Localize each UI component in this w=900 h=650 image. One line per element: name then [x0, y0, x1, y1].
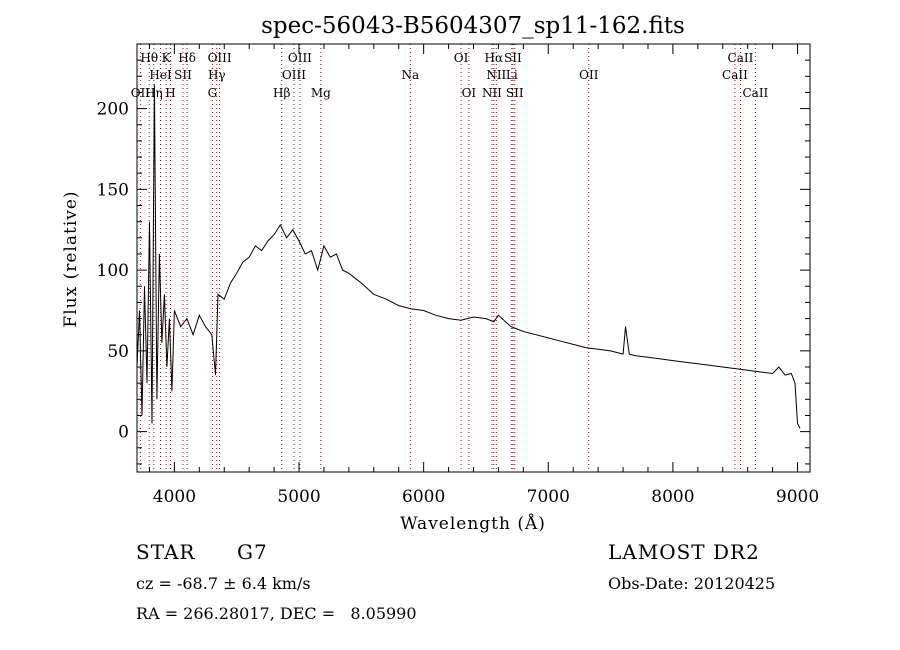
line-label-3: HeI	[149, 68, 172, 82]
line-label-26: CaII	[722, 68, 748, 82]
x-axis-label: Wavelength (Å)	[400, 513, 546, 534]
line-label-24: OII	[579, 68, 599, 82]
line-label-16: OI	[454, 51, 469, 65]
y-tick-label-200: 200	[97, 100, 129, 120]
line-label-27: CaII	[742, 86, 768, 100]
sky-coordinates: RA = 266.28017, DEC = 8.05990	[136, 604, 417, 623]
line-label-13: OIII	[282, 68, 306, 82]
x-tick-label-4000: 4000	[153, 487, 196, 507]
redshift-cz: cz = -68.7 ± 6.4 km/s	[136, 574, 311, 593]
line-label-9: Hγ	[208, 68, 226, 82]
line-label-1: Hθ	[140, 51, 158, 65]
object-subclass: G7	[237, 540, 268, 564]
y-axis-label: Flux (relative)	[61, 190, 81, 327]
y-tick-label-50: 50	[107, 342, 129, 362]
line-label-10: G	[208, 86, 218, 100]
line-label-15: Na	[401, 68, 419, 82]
survey-name: LAMOST DR2	[608, 540, 760, 564]
line-label-0: OII	[131, 86, 151, 100]
line-label-17: OI	[462, 86, 477, 100]
x-tick-label-8000: 8000	[651, 487, 694, 507]
line-label-11: Hβ	[273, 86, 290, 100]
observation-date: Obs-Date: 20120425	[608, 574, 776, 593]
line-label-4: K	[162, 51, 172, 65]
line-label-14: Mg	[311, 86, 331, 100]
object-class: STAR	[136, 540, 196, 564]
y-tick-label-100: 100	[97, 261, 129, 281]
x-tick-label-9000: 9000	[776, 487, 819, 507]
x-tick-label-7000: 7000	[527, 487, 570, 507]
line-label-12: OIII	[288, 51, 312, 65]
x-axis: 4000 5000 6000 7000 8000 9000	[148, 44, 819, 507]
line-label-7: Hδ	[178, 51, 196, 65]
line-label-5: SII	[174, 68, 192, 82]
line-label-21: NII	[482, 86, 502, 100]
x-tick-label-6000: 6000	[402, 487, 445, 507]
line-label-18: Hα	[485, 51, 504, 65]
chart-title: spec-56043-B5604307_sp11-162.fits	[261, 13, 685, 39]
line-label-8: OIII	[208, 51, 232, 65]
y-axis: 0 50 100 150 200	[97, 59, 810, 465]
plot-frame	[136, 43, 811, 473]
y-tick-label-0: 0	[118, 423, 129, 443]
line-label-2: Hη	[145, 86, 163, 100]
x-tick-label-5000: 5000	[277, 487, 320, 507]
line-label-22: Li	[506, 68, 518, 82]
line-label-6: H	[165, 86, 175, 100]
spectrum-series-line	[136, 84, 801, 429]
line-label-19: SII	[504, 51, 522, 65]
line-label-20: NII	[486, 68, 506, 82]
line-label-23: SII	[506, 86, 524, 100]
emission-line-markers	[139, 44, 756, 472]
y-tick-label-150: 150	[97, 180, 129, 200]
line-label-25: CaII	[728, 51, 754, 65]
